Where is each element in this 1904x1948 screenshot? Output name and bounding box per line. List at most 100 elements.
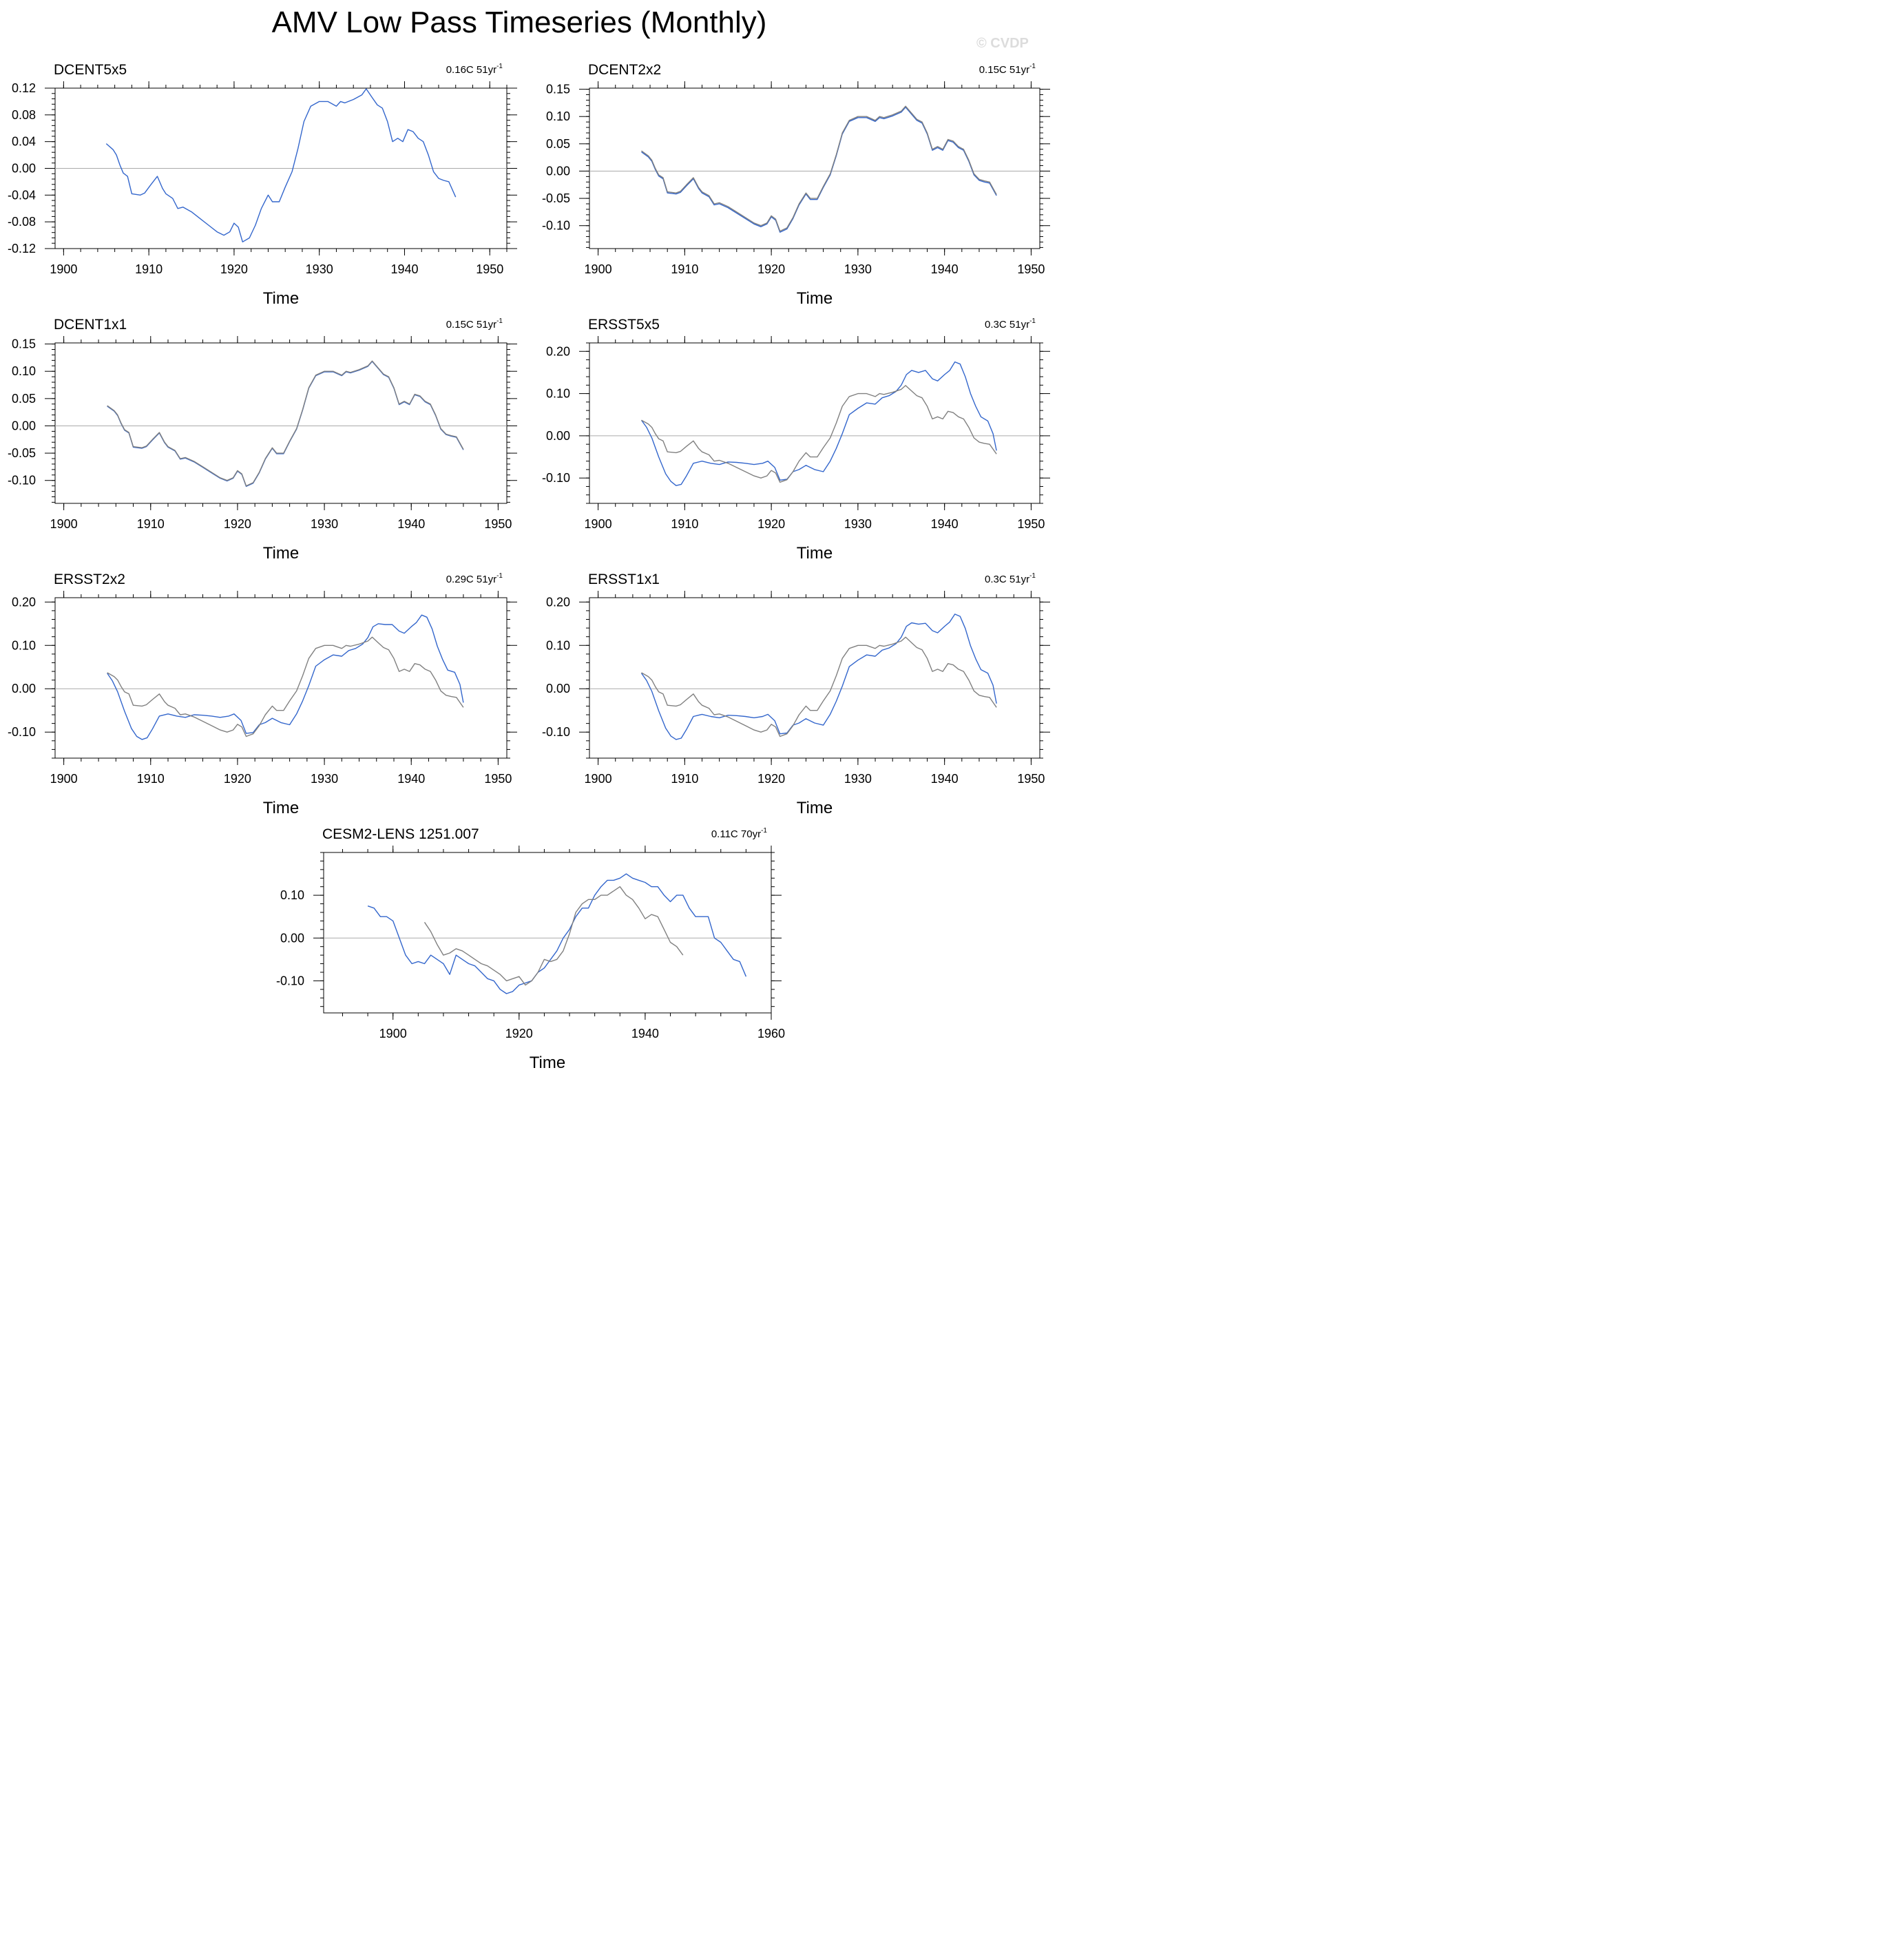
model-series-line (641, 106, 997, 233)
panel-title: DCENT1x1 (54, 317, 127, 333)
chart-panel-1: 1900 1910 1920 1930 1940 1950 -0.12 -0.08 -0.04 0… (8, 62, 517, 308)
x-tick-label: 1920 (505, 1027, 533, 1040)
panel-stat-value: 0.15C 51yr (979, 64, 1029, 76)
x-tick-label: 1900 (50, 772, 78, 786)
x-tick-label: 1910 (671, 262, 698, 276)
x-tick-label: 1940 (631, 1027, 659, 1040)
x-tick-label: 1910 (671, 772, 698, 786)
charts-canvas: 1900 1910 1920 1930 1940 1950 -0.12 -0.08 -0.04 0… (8, 62, 1050, 1072)
x-tick-label: 1950 (484, 517, 512, 531)
y-tick-label: 0.00 (546, 429, 570, 443)
x-tick-label: 1920 (757, 517, 785, 531)
x-axis-label: Time (263, 544, 299, 563)
panel-stat-value: 0.3C 51yr (985, 319, 1029, 331)
model-series-line (107, 614, 464, 740)
x-tick-label: 1930 (844, 262, 872, 276)
chart-panel-7: 1900 1920 1940 1960 -0.10 0.00 0.10 CESM2-LENS … (276, 826, 785, 1072)
panel-title: ERSST5x5 (588, 317, 660, 333)
y-tick-label: 0.20 (546, 595, 570, 609)
y-tick-label: 0.15 (546, 83, 570, 96)
model-series-line (640, 361, 997, 486)
reference-series-line (423, 886, 684, 986)
x-tick-label: 1900 (50, 517, 78, 531)
panel-title: CESM2-LENS 1251.007 (322, 826, 479, 842)
figure: AMV Low Pass Timeseries (Monthly) © CVDP… (0, 0, 1058, 1082)
panel-title: ERSST2x2 (54, 572, 125, 587)
panel-stat: 0.15C 51yr-1 (446, 317, 503, 331)
plot-frame (589, 87, 1040, 249)
chart-panel-3: 1900 1910 1920 1930 1940 1950 -0.10 -0.05 0.00 0.… (8, 317, 517, 563)
y-tick-label: 0.10 (280, 888, 304, 902)
chart-panel-4: 1900 1910 1920 1930 1940 1950 -0.10 0.00 0.10 0.2… (542, 317, 1050, 563)
model-series-line (105, 88, 457, 242)
y-tick-label: -0.10 (542, 725, 570, 739)
x-tick-label: 1940 (390, 262, 418, 276)
y-tick-label: 0.00 (12, 162, 36, 176)
reference-series-line (641, 105, 997, 232)
x-tick-label: 1930 (844, 517, 872, 531)
reference-series-line (641, 636, 997, 737)
panel-stat-exponent: -1 (1029, 63, 1036, 70)
y-tick-label: -0.05 (542, 191, 570, 205)
y-tick-label: 0.05 (546, 137, 570, 151)
y-tick-label: 0.10 (546, 109, 570, 123)
x-tick-label: 1900 (585, 517, 612, 531)
x-tick-label: 1940 (397, 772, 425, 786)
x-axis-label: Time (797, 799, 833, 817)
x-tick-label: 1940 (397, 517, 425, 531)
panel-stat-value: 0.29C 51yr (446, 574, 496, 585)
x-tick-label: 1950 (484, 772, 512, 786)
x-tick-label: 1930 (306, 262, 333, 276)
panel-stat: 0.3C 51yr-1 (985, 572, 1036, 585)
x-tick-label: 1900 (379, 1027, 407, 1040)
panel-stat-value: 0.16C 51yr (446, 64, 496, 76)
y-tick-label: 0.20 (546, 344, 570, 358)
panel-title: DCENT5x5 (54, 62, 127, 78)
plot-frame (323, 852, 772, 1014)
y-tick-label: 0.12 (12, 81, 36, 95)
chart-panel-2: 1900 1910 1920 1930 1940 1950 -0.10 -0.05 0.00 0.… (542, 62, 1050, 308)
panel-stat: 0.15C 51yr-1 (979, 63, 1036, 76)
x-axis-label: Time (263, 289, 299, 308)
model-series-line (107, 361, 464, 488)
x-tick-label: 1930 (844, 772, 872, 786)
x-tick-label: 1910 (137, 517, 165, 531)
plot-frame (54, 342, 508, 504)
x-tick-label: 1900 (585, 772, 612, 786)
y-tick-label: -0.08 (8, 215, 36, 229)
y-tick-label: -0.10 (8, 725, 36, 739)
y-tick-label: 0.10 (12, 638, 36, 652)
plot-frame (589, 342, 1040, 504)
figure-title: AMV Low Pass Timeseries (Monthly) (271, 6, 767, 39)
reference-series-line (107, 360, 464, 487)
y-tick-label: 0.20 (12, 595, 36, 609)
y-tick-label: 0.15 (12, 337, 36, 351)
y-tick-label: 0.00 (12, 419, 36, 432)
x-tick-label: 1920 (224, 772, 251, 786)
x-tick-label: 1900 (50, 262, 77, 276)
panel-stat-value: 0.15C 51yr (446, 319, 496, 331)
panel-stat: 0.16C 51yr-1 (446, 63, 503, 76)
panel-stat-exponent: -1 (1029, 317, 1036, 325)
y-tick-label: 0.00 (546, 682, 570, 695)
plot-frame (589, 597, 1040, 759)
y-tick-label: -0.12 (8, 242, 36, 255)
y-tick-label: -0.10 (542, 219, 570, 233)
x-tick-label: 1940 (931, 262, 959, 276)
x-tick-label: 1950 (1017, 517, 1045, 531)
panel-stat-exponent: -1 (761, 827, 767, 835)
y-tick-label: -0.04 (8, 188, 36, 202)
panel-stat-value: 0.3C 51yr (985, 574, 1029, 585)
x-tick-label: 1920 (757, 772, 785, 786)
panel-stat-exponent: -1 (496, 317, 503, 325)
x-tick-label: 1920 (224, 517, 251, 531)
y-tick-label: 0.10 (546, 387, 570, 401)
x-axis-label: Time (797, 544, 833, 563)
panel-stat-value: 0.11C 70yr (711, 828, 761, 840)
chart-panel-6: 1900 1910 1920 1930 1940 1950 -0.10 0.00 0.10 0.2… (542, 572, 1050, 817)
x-tick-label: 1930 (311, 517, 338, 531)
panel-stat: 0.29C 51yr-1 (446, 572, 503, 585)
x-tick-label: 1910 (137, 772, 165, 786)
cvdp-watermark: © CVDP (976, 36, 1029, 51)
x-axis-label: Time (263, 799, 299, 817)
